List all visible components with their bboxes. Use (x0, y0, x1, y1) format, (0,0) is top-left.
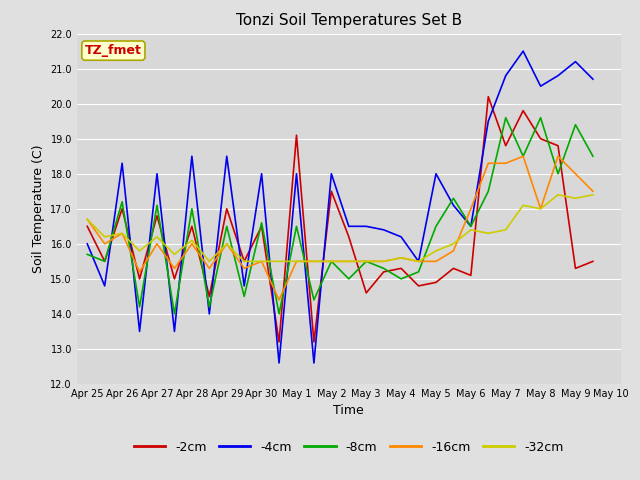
Title: Tonzi Soil Temperatures Set B: Tonzi Soil Temperatures Set B (236, 13, 462, 28)
Y-axis label: Soil Temperature (C): Soil Temperature (C) (32, 144, 45, 273)
Legend: -2cm, -4cm, -8cm, -16cm, -32cm: -2cm, -4cm, -8cm, -16cm, -32cm (129, 436, 568, 459)
X-axis label: Time: Time (333, 405, 364, 418)
Text: TZ_fmet: TZ_fmet (85, 44, 142, 57)
